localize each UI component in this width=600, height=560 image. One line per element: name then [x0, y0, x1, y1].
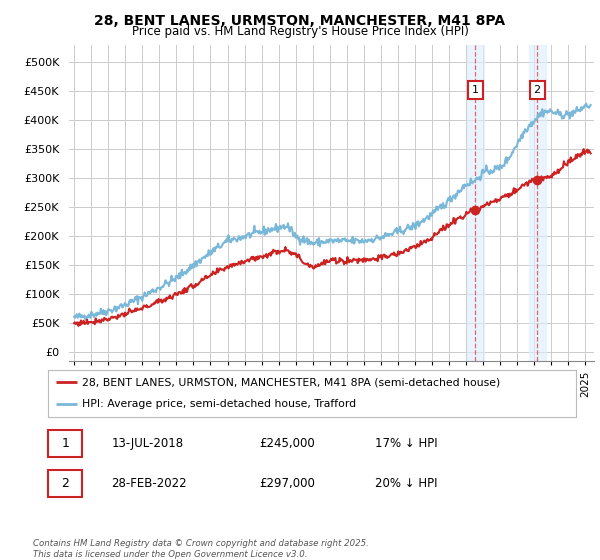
Text: 1: 1 — [472, 85, 479, 95]
Text: 2: 2 — [61, 477, 69, 490]
Text: Contains HM Land Registry data © Crown copyright and database right 2025.
This d: Contains HM Land Registry data © Crown c… — [33, 539, 369, 559]
FancyBboxPatch shape — [48, 470, 82, 497]
Text: 28, BENT LANES, URMSTON, MANCHESTER, M41 8PA: 28, BENT LANES, URMSTON, MANCHESTER, M41… — [94, 14, 506, 28]
Bar — [529, 45, 545, 361]
Text: 1: 1 — [61, 437, 69, 450]
Text: 28-FEB-2022: 28-FEB-2022 — [112, 477, 187, 490]
Text: Price paid vs. HM Land Registry's House Price Index (HPI): Price paid vs. HM Land Registry's House … — [131, 25, 469, 38]
Text: £297,000: £297,000 — [259, 477, 315, 490]
Text: 13-JUL-2018: 13-JUL-2018 — [112, 437, 184, 450]
Text: 2: 2 — [533, 85, 541, 95]
Text: HPI: Average price, semi-detached house, Trafford: HPI: Average price, semi-detached house,… — [82, 399, 356, 409]
Text: 28, BENT LANES, URMSTON, MANCHESTER, M41 8PA (semi-detached house): 28, BENT LANES, URMSTON, MANCHESTER, M41… — [82, 377, 500, 388]
Text: 17% ↓ HPI: 17% ↓ HPI — [376, 437, 438, 450]
Text: 20% ↓ HPI: 20% ↓ HPI — [376, 477, 438, 490]
FancyBboxPatch shape — [48, 430, 82, 457]
Text: £245,000: £245,000 — [259, 437, 315, 450]
Bar — [467, 45, 484, 361]
